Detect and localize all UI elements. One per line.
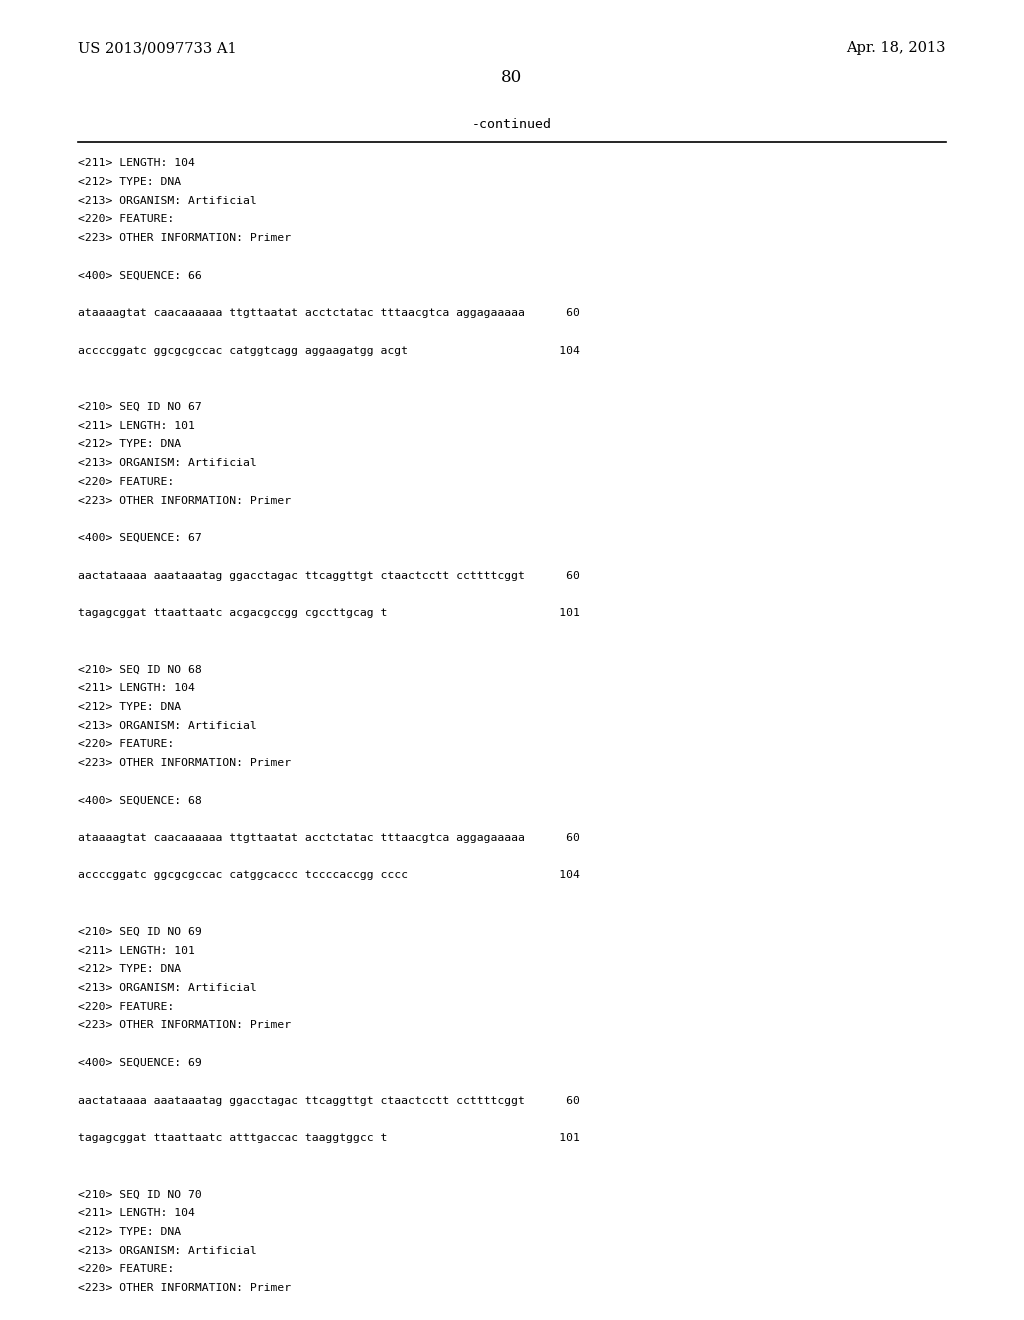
- Text: tagagcggat ttaattaatc acgacgccgg cgccttgcag t                         101: tagagcggat ttaattaatc acgacgccgg cgccttg…: [78, 609, 580, 618]
- Text: accccggatc ggcgcgccac catggcaccc tccccaccgg cccc                      104: accccggatc ggcgcgccac catggcaccc tccccac…: [78, 870, 580, 880]
- Text: <212> TYPE: DNA: <212> TYPE: DNA: [78, 440, 181, 449]
- Text: <211> LENGTH: 104: <211> LENGTH: 104: [78, 1208, 195, 1218]
- Text: <211> LENGTH: 104: <211> LENGTH: 104: [78, 158, 195, 168]
- Text: <213> ORGANISM: Artificial: <213> ORGANISM: Artificial: [78, 195, 257, 206]
- Text: aactataaaa aaataaatag ggacctagac ttcaggttgt ctaactcctt ccttttcggt      60: aactataaaa aaataaatag ggacctagac ttcaggt…: [78, 1096, 580, 1106]
- Text: ataaaagtat caacaaaaaa ttgttaatat acctctatac tttaacgtca aggagaaaaa      60: ataaaagtat caacaaaaaa ttgttaatat acctcta…: [78, 308, 580, 318]
- Text: <220> FEATURE:: <220> FEATURE:: [78, 1265, 174, 1274]
- Text: <213> ORGANISM: Artificial: <213> ORGANISM: Artificial: [78, 458, 257, 469]
- Text: <210> SEQ ID NO 69: <210> SEQ ID NO 69: [78, 927, 202, 937]
- Text: aactataaaa aaataaatag ggacctagac ttcaggttgt ctaactcctt ccttttcggt      60: aactataaaa aaataaatag ggacctagac ttcaggt…: [78, 570, 580, 581]
- Text: <213> ORGANISM: Artificial: <213> ORGANISM: Artificial: [78, 983, 257, 993]
- Text: -continued: -continued: [472, 117, 552, 131]
- Text: <220> FEATURE:: <220> FEATURE:: [78, 739, 174, 750]
- Text: <400> SEQUENCE: 69: <400> SEQUENCE: 69: [78, 1059, 202, 1068]
- Text: <212> TYPE: DNA: <212> TYPE: DNA: [78, 1226, 181, 1237]
- Text: <212> TYPE: DNA: <212> TYPE: DNA: [78, 177, 181, 186]
- Text: <223> OTHER INFORMATION: Primer: <223> OTHER INFORMATION: Primer: [78, 495, 291, 506]
- Text: <400> SEQUENCE: 68: <400> SEQUENCE: 68: [78, 796, 202, 805]
- Text: <212> TYPE: DNA: <212> TYPE: DNA: [78, 964, 181, 974]
- Text: <223> OTHER INFORMATION: Primer: <223> OTHER INFORMATION: Primer: [78, 1283, 291, 1294]
- Text: <213> ORGANISM: Artificial: <213> ORGANISM: Artificial: [78, 721, 257, 730]
- Text: <223> OTHER INFORMATION: Primer: <223> OTHER INFORMATION: Primer: [78, 234, 291, 243]
- Text: ataaaagtat caacaaaaaa ttgttaatat acctctatac tttaacgtca aggagaaaaa      60: ataaaagtat caacaaaaaa ttgttaatat acctcta…: [78, 833, 580, 843]
- Text: accccggatc ggcgcgccac catggtcagg aggaagatgg acgt                      104: accccggatc ggcgcgccac catggtcagg aggaaga…: [78, 346, 580, 355]
- Text: <210> SEQ ID NO 67: <210> SEQ ID NO 67: [78, 401, 202, 412]
- Text: 80: 80: [502, 69, 522, 86]
- Text: <223> OTHER INFORMATION: Primer: <223> OTHER INFORMATION: Primer: [78, 1020, 291, 1031]
- Text: <400> SEQUENCE: 67: <400> SEQUENCE: 67: [78, 533, 202, 543]
- Text: <223> OTHER INFORMATION: Primer: <223> OTHER INFORMATION: Primer: [78, 758, 291, 768]
- Text: <211> LENGTH: 101: <211> LENGTH: 101: [78, 421, 195, 430]
- Text: <220> FEATURE:: <220> FEATURE:: [78, 477, 174, 487]
- Text: <211> LENGTH: 104: <211> LENGTH: 104: [78, 682, 195, 693]
- Text: Apr. 18, 2013: Apr. 18, 2013: [847, 41, 946, 55]
- Text: <400> SEQUENCE: 66: <400> SEQUENCE: 66: [78, 271, 202, 281]
- Text: tagagcggat ttaattaatc atttgaccac taaggtggcc t                         101: tagagcggat ttaattaatc atttgaccac taaggtg…: [78, 1133, 580, 1143]
- Text: <220> FEATURE:: <220> FEATURE:: [78, 1002, 174, 1011]
- Text: US 2013/0097733 A1: US 2013/0097733 A1: [78, 41, 237, 55]
- Text: <210> SEQ ID NO 68: <210> SEQ ID NO 68: [78, 664, 202, 675]
- Text: <213> ORGANISM: Artificial: <213> ORGANISM: Artificial: [78, 1246, 257, 1255]
- Text: <210> SEQ ID NO 70: <210> SEQ ID NO 70: [78, 1189, 202, 1200]
- Text: <211> LENGTH: 101: <211> LENGTH: 101: [78, 945, 195, 956]
- Text: <212> TYPE: DNA: <212> TYPE: DNA: [78, 702, 181, 711]
- Text: <220> FEATURE:: <220> FEATURE:: [78, 214, 174, 224]
